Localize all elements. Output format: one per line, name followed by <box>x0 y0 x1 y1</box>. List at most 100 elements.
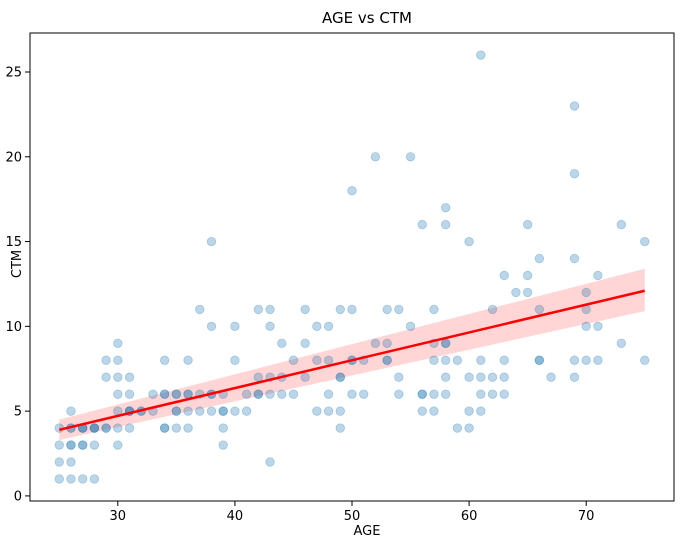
scatter-point <box>464 372 474 382</box>
scatter-point <box>218 406 228 416</box>
scatter-point <box>323 355 334 365</box>
scatter-point <box>417 389 427 399</box>
scatter-point <box>124 423 135 433</box>
scatter-point <box>429 355 439 365</box>
scatter-point <box>323 406 334 416</box>
x-tick-label: 40 <box>227 509 244 524</box>
scatter-point <box>159 389 170 399</box>
scatter-point <box>171 406 182 416</box>
scatter-point <box>593 270 603 281</box>
scatter-point <box>54 440 64 450</box>
scatter-point <box>300 372 310 382</box>
scatter-point <box>159 389 170 399</box>
scatter-point <box>66 406 76 416</box>
y-tick-label: 10 <box>5 320 22 335</box>
y-axis-label: CTM <box>10 250 25 278</box>
x-tick-label: 50 <box>344 509 361 524</box>
scatter-point <box>417 389 427 399</box>
x-axis: 30 40 50 60 70 <box>110 501 594 524</box>
scatter-point <box>148 389 158 399</box>
scatter-point <box>171 389 182 399</box>
x-tick-label: 30 <box>110 509 127 524</box>
scatter-point <box>183 355 193 365</box>
scatter-point <box>640 355 650 365</box>
scatter-point <box>546 372 556 382</box>
scatter-point <box>569 169 580 179</box>
scatter-point <box>89 440 100 450</box>
scatter-point <box>487 372 498 382</box>
scatter-point <box>476 372 486 382</box>
scatter-point <box>195 406 205 416</box>
scatter-point <box>534 304 545 315</box>
scatter-point <box>464 423 474 433</box>
scatter-point <box>522 270 533 281</box>
scatter-point <box>77 474 88 484</box>
scatter-point <box>159 423 170 433</box>
scatter-point <box>265 321 275 332</box>
scatter-point <box>183 389 193 399</box>
scatter-point <box>113 372 123 382</box>
regression-line <box>58 289 646 431</box>
scatter-point <box>218 423 228 433</box>
scatter-point <box>253 372 264 382</box>
scatter-point <box>124 389 135 399</box>
scatter-point <box>66 440 76 450</box>
confidence-band <box>59 268 645 440</box>
scatter-point <box>429 304 439 315</box>
scatter-point <box>593 321 603 332</box>
scatter-point <box>230 406 240 416</box>
chart-title: AGE vs CTM <box>322 9 412 27</box>
y-tick-label: 25 <box>5 66 22 81</box>
scatter-point <box>440 202 451 213</box>
scatter-point <box>487 389 498 399</box>
scatter-point <box>101 372 111 382</box>
scatter-point <box>89 423 100 433</box>
scatter-point <box>77 440 88 450</box>
scatter-point <box>277 338 287 349</box>
scatter-point <box>206 236 217 247</box>
scatter-point <box>394 304 404 315</box>
scatter-point <box>569 355 580 365</box>
scatter-point <box>569 101 580 111</box>
scatter-point <box>241 389 252 399</box>
scatter-point <box>54 474 64 484</box>
scatter-point <box>382 338 392 349</box>
y-axis: 0 5 10 15 20 25 <box>5 66 30 504</box>
scatter-point <box>183 406 193 416</box>
scatter-point <box>159 355 170 365</box>
scatter-point <box>394 372 404 382</box>
scatter-point <box>569 372 580 382</box>
scatter-point <box>440 389 451 399</box>
scatter-point <box>429 406 439 416</box>
scatter-point <box>54 457 64 467</box>
scatter-point <box>616 219 627 230</box>
scatter-point <box>312 355 322 365</box>
scatter-point <box>464 236 474 247</box>
scatter-point <box>452 423 463 433</box>
scatter-point <box>159 423 170 433</box>
scatter-point <box>394 389 404 399</box>
scatter-point <box>417 406 427 416</box>
scatter-point <box>499 270 509 281</box>
scatter-point <box>218 440 228 450</box>
scatter-point <box>113 338 123 349</box>
scatter-point <box>66 474 76 484</box>
scatter-point <box>230 321 240 332</box>
scatter-point <box>253 389 264 399</box>
scatter-point <box>440 372 451 382</box>
scatter-point <box>171 389 182 399</box>
scatter-point <box>265 389 275 399</box>
scatter-point <box>487 304 498 315</box>
scatter-point <box>581 321 591 332</box>
scatter-point <box>581 355 591 365</box>
scatter-point <box>476 406 486 416</box>
scatter-point <box>335 423 345 433</box>
scatter-point <box>101 423 111 433</box>
scatter-point <box>335 372 345 382</box>
scatter-point <box>335 304 345 315</box>
scatter-point <box>323 389 334 399</box>
scatter-point <box>534 355 545 365</box>
scatter-point <box>429 389 439 399</box>
scatter-point <box>476 389 486 399</box>
